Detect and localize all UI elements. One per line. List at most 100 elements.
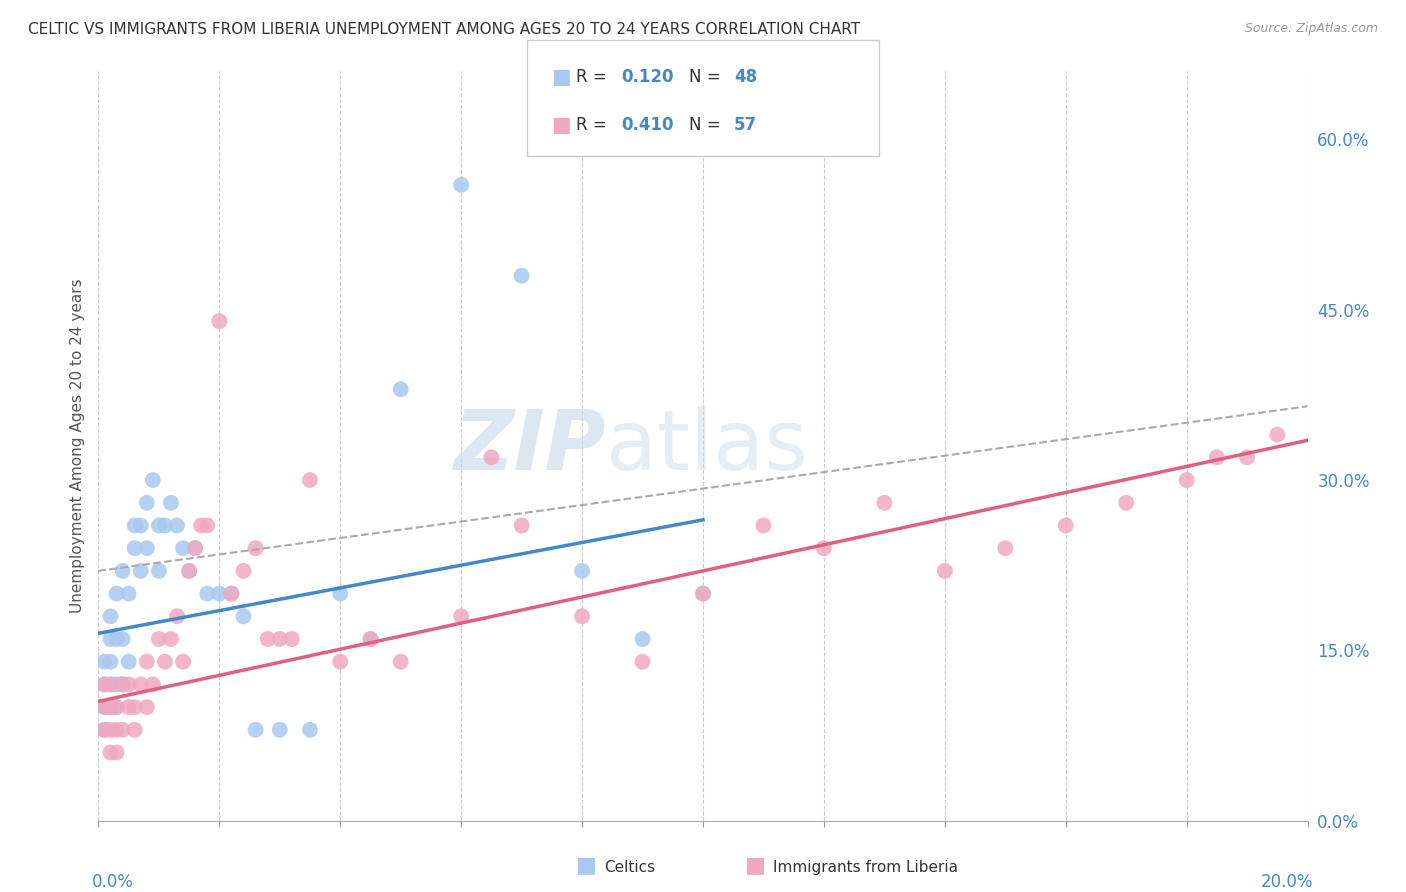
Point xyxy=(105,586,128,600)
Point xyxy=(1175,473,1198,487)
Point xyxy=(481,450,503,465)
Point xyxy=(329,586,352,600)
Text: 0.410: 0.410 xyxy=(621,116,673,134)
Point xyxy=(135,541,157,556)
Point xyxy=(631,655,654,669)
Point xyxy=(1236,450,1258,465)
Point xyxy=(179,564,201,578)
Point xyxy=(329,655,352,669)
Point xyxy=(100,655,122,669)
Text: 20.0%: 20.0% xyxy=(1261,873,1313,891)
Point xyxy=(111,564,134,578)
Point xyxy=(148,564,170,578)
Point xyxy=(153,655,176,669)
Point xyxy=(93,723,115,737)
Point xyxy=(1267,427,1289,442)
Point xyxy=(172,541,194,556)
Point xyxy=(124,723,146,737)
Point xyxy=(160,496,183,510)
Point xyxy=(752,518,775,533)
Point xyxy=(360,632,382,646)
Point xyxy=(100,746,122,760)
Point xyxy=(166,609,188,624)
Point xyxy=(179,564,201,578)
Point xyxy=(184,541,207,556)
Text: 0.120: 0.120 xyxy=(621,68,673,86)
Point xyxy=(105,723,128,737)
Point xyxy=(299,473,322,487)
Point xyxy=(389,382,412,396)
Text: atlas: atlas xyxy=(606,406,808,486)
Point xyxy=(510,518,533,533)
Point xyxy=(124,700,146,714)
Point xyxy=(1054,518,1077,533)
Point xyxy=(813,541,835,556)
Text: R =: R = xyxy=(576,68,613,86)
Point xyxy=(148,518,170,533)
Point xyxy=(100,677,122,691)
Text: ■: ■ xyxy=(576,855,598,875)
Point xyxy=(93,655,115,669)
Point xyxy=(232,564,254,578)
Point xyxy=(148,632,170,646)
Text: ■: ■ xyxy=(551,115,571,135)
Text: ■: ■ xyxy=(551,67,571,87)
Point xyxy=(208,586,231,600)
Point xyxy=(269,723,291,737)
Point xyxy=(105,746,128,760)
Text: Source: ZipAtlas.com: Source: ZipAtlas.com xyxy=(1244,22,1378,36)
Point xyxy=(245,723,267,737)
Point xyxy=(105,677,128,691)
Point xyxy=(118,586,141,600)
Text: R =: R = xyxy=(576,116,613,134)
Point xyxy=(389,655,412,669)
Point xyxy=(1206,450,1229,465)
Text: ZIP: ZIP xyxy=(454,406,606,486)
Point xyxy=(269,632,291,646)
Point xyxy=(571,564,593,578)
Point xyxy=(135,700,157,714)
Point xyxy=(93,700,115,714)
Point xyxy=(111,632,134,646)
Point xyxy=(160,632,183,646)
Point xyxy=(195,518,218,533)
Y-axis label: Unemployment Among Ages 20 to 24 years: Unemployment Among Ages 20 to 24 years xyxy=(69,278,84,614)
Point xyxy=(118,677,141,691)
Point xyxy=(118,655,141,669)
Point xyxy=(184,541,207,556)
Point xyxy=(281,632,304,646)
Text: CELTIC VS IMMIGRANTS FROM LIBERIA UNEMPLOYMENT AMONG AGES 20 TO 24 YEARS CORRELA: CELTIC VS IMMIGRANTS FROM LIBERIA UNEMPL… xyxy=(28,22,860,37)
Text: 0.0%: 0.0% xyxy=(93,873,134,891)
Point xyxy=(360,632,382,646)
Point xyxy=(571,609,593,624)
Text: N =: N = xyxy=(689,68,725,86)
Point xyxy=(105,700,128,714)
Point xyxy=(142,473,165,487)
Text: 48: 48 xyxy=(734,68,756,86)
Point xyxy=(93,677,115,691)
Text: Celtics: Celtics xyxy=(605,860,655,874)
Point xyxy=(1115,496,1137,510)
Point xyxy=(93,700,115,714)
Point xyxy=(93,723,115,737)
Point xyxy=(118,700,141,714)
Point xyxy=(166,518,188,533)
Point xyxy=(510,268,533,283)
Point xyxy=(631,632,654,646)
Point xyxy=(994,541,1017,556)
Point xyxy=(100,609,122,624)
Point xyxy=(111,677,134,691)
Point xyxy=(221,586,243,600)
Point xyxy=(100,632,122,646)
Point xyxy=(129,564,152,578)
Point xyxy=(111,677,134,691)
Point xyxy=(232,609,254,624)
Point xyxy=(450,609,472,624)
Point xyxy=(256,632,278,646)
Point xyxy=(105,632,128,646)
Point xyxy=(450,178,472,192)
Point xyxy=(142,677,165,691)
Point xyxy=(124,518,146,533)
Point xyxy=(135,655,157,669)
Point xyxy=(93,677,115,691)
